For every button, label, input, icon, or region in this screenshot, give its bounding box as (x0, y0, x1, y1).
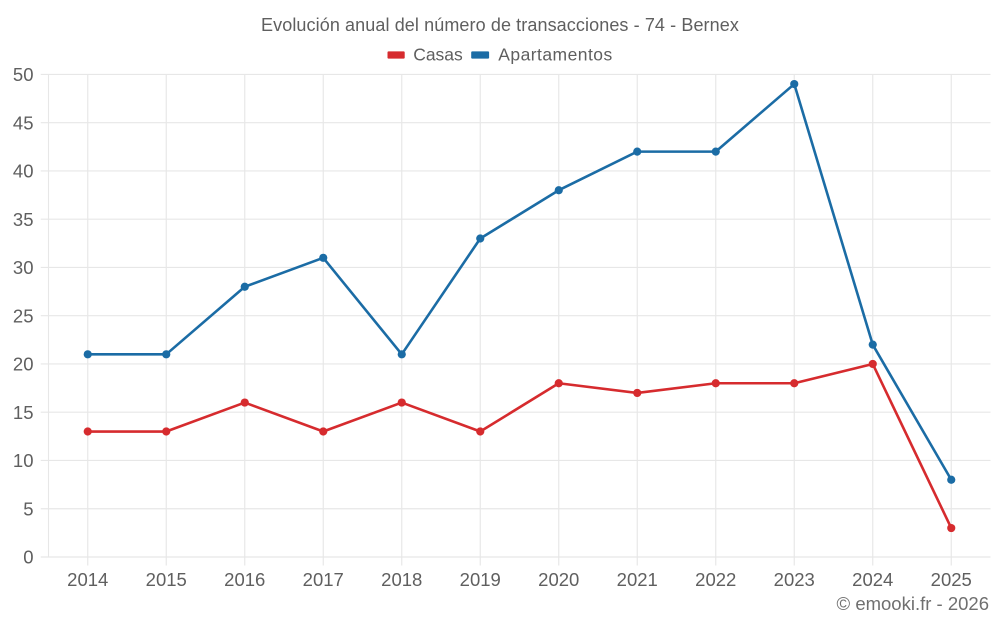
svg-text:2022: 2022 (695, 569, 736, 590)
svg-text:0: 0 (23, 547, 33, 568)
svg-text:2019: 2019 (460, 569, 501, 590)
svg-text:2023: 2023 (774, 569, 815, 590)
svg-text:2017: 2017 (303, 569, 344, 590)
svg-text:40: 40 (13, 161, 34, 182)
svg-text:2025: 2025 (931, 569, 972, 590)
svg-text:2020: 2020 (538, 569, 579, 590)
svg-text:15: 15 (13, 402, 34, 423)
svg-text:25: 25 (13, 305, 34, 326)
svg-text:2024: 2024 (852, 569, 893, 590)
svg-text:© emooki.fr - 2026: © emooki.fr - 2026 (837, 593, 989, 614)
svg-text:2014: 2014 (67, 569, 108, 590)
svg-text:Apartamentos: Apartamentos (498, 45, 612, 65)
svg-text:Casas: Casas (413, 45, 463, 65)
svg-text:50: 50 (13, 64, 34, 85)
svg-text:2018: 2018 (381, 569, 422, 590)
svg-text:5: 5 (23, 498, 33, 519)
svg-text:20: 20 (13, 354, 34, 375)
svg-text:30: 30 (13, 257, 34, 278)
svg-text:2021: 2021 (617, 569, 658, 590)
svg-text:Evolución anual del número de: Evolución anual del número de transaccio… (261, 15, 739, 35)
svg-text:10: 10 (13, 450, 34, 471)
svg-text:2015: 2015 (146, 569, 187, 590)
svg-text:35: 35 (13, 209, 34, 230)
svg-text:2016: 2016 (224, 569, 265, 590)
svg-text:45: 45 (13, 112, 34, 133)
